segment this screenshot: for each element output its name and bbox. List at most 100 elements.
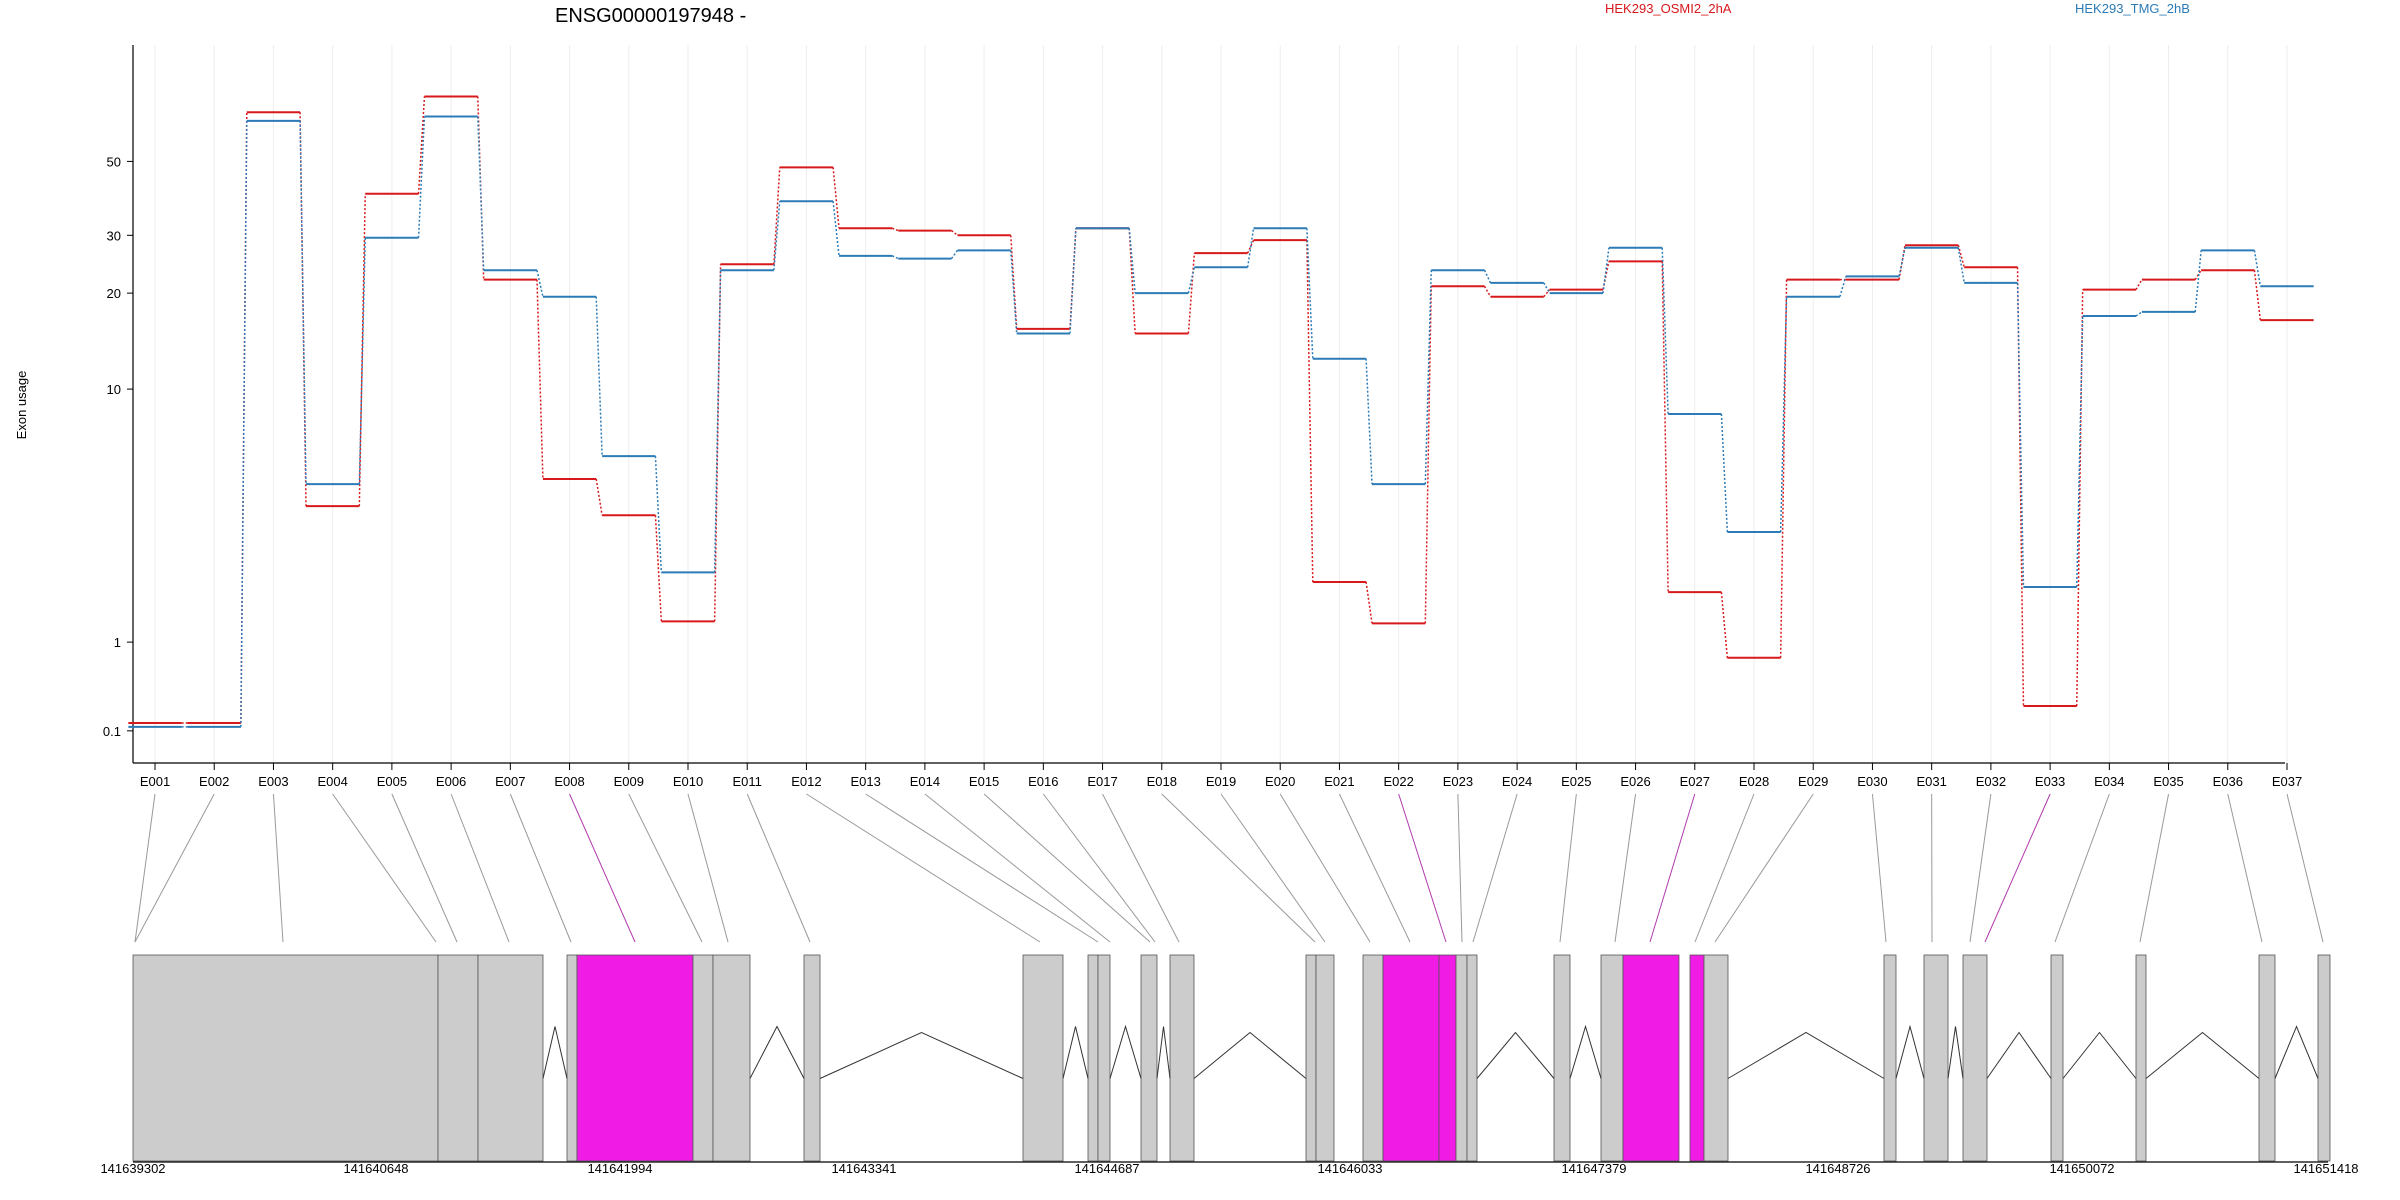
exon-connector: [1969, 793, 1992, 943]
exon-box: [1362, 954, 1384, 1162]
series-connector: [358, 237, 366, 485]
series-connector: [1069, 228, 1077, 334]
exon-box: [566, 954, 578, 1162]
x-tick-label: E009: [614, 774, 644, 789]
exon-connector: [569, 793, 636, 943]
x-tick-label: E027: [1680, 774, 1710, 789]
coordinate-label: 141651418: [2293, 1161, 2358, 1176]
series-connector: [654, 456, 663, 573]
series-connector: [891, 255, 899, 260]
x-tick-label: E005: [377, 774, 407, 789]
exon-connector: [687, 793, 729, 943]
exon-box: [1883, 954, 1897, 1162]
x-tick-label: E019: [1206, 774, 1236, 789]
series-connector: [1187, 253, 1196, 334]
series-connector: [1424, 270, 1432, 485]
x-tick-label: E004: [317, 774, 347, 789]
exon-connector: [865, 793, 1099, 943]
series-connector: [417, 116, 426, 238]
exon-connector: [2139, 793, 2170, 943]
x-tick-label: E020: [1265, 774, 1295, 789]
exon-box: [1455, 954, 1468, 1162]
x-tick-label: E021: [1324, 774, 1354, 789]
exon-connector: [746, 793, 811, 943]
exon-box: [1438, 954, 1457, 1162]
exon-box: [1140, 954, 1158, 1162]
intron-line: [819, 1031, 1024, 1079]
exon-box: [1169, 954, 1195, 1162]
exon-connector: [806, 793, 1041, 943]
series-connector: [1483, 269, 1492, 284]
gene-model: [132, 954, 2331, 1163]
exon-connector: [1457, 793, 1463, 943]
series-connector: [1779, 296, 1788, 533]
exon-connector: [134, 793, 156, 943]
genomic-coordinate-labels: 141639302 141640648 141641994 141643341 1416…: [100, 1161, 2358, 1176]
series-connector: [595, 296, 603, 457]
x-tick-label: E031: [1916, 774, 1946, 789]
intron-line: [1895, 1024, 1925, 1079]
series-connector: [1365, 581, 1373, 624]
x-tick-label: E014: [910, 774, 940, 789]
series-connector: [2016, 282, 2025, 587]
exon-connector-lines: [134, 793, 2324, 943]
intron-line: [1109, 1024, 1142, 1079]
series-connector: [832, 167, 840, 229]
y-tick-label: 50: [107, 154, 121, 169]
series-connector: [1839, 276, 1847, 297]
series-connector: [1128, 228, 1136, 294]
x-tick-label: E025: [1561, 774, 1591, 789]
x-tick-label: E008: [554, 774, 584, 789]
series-connector: [773, 167, 781, 265]
series-connector: [240, 120, 248, 727]
exon-connector: [1871, 793, 1887, 943]
exon-connector: [1398, 793, 1447, 943]
exon-box: [1466, 954, 1478, 1162]
series-lines: [128, 95, 2314, 728]
exon-box: [1600, 954, 1624, 1162]
exon-connector: [1984, 793, 2051, 943]
exon-box: [1923, 954, 1949, 1162]
intron-line: [1947, 1026, 1964, 1079]
x-tick-label: E036: [2213, 774, 2243, 789]
exon-connector: [391, 793, 458, 943]
exon-connector: [1714, 793, 1814, 943]
y-tick-label: 30: [107, 228, 121, 243]
x-tick-label: E016: [1028, 774, 1058, 789]
x-tick-label: E033: [2035, 774, 2065, 789]
series-connector: [1246, 228, 1255, 268]
exon-box: [1097, 954, 1111, 1162]
x-tick-label: E003: [258, 774, 288, 789]
exon-box: [437, 954, 479, 1162]
intron-line: [2145, 1031, 2260, 1079]
exon-connector: [1649, 793, 1696, 943]
exon-connector: [450, 793, 510, 943]
exon-connector: [1279, 793, 1371, 943]
exon-box: [132, 954, 439, 1162]
exon-connector: [1338, 793, 1411, 943]
intron-line: [1156, 1026, 1171, 1079]
series-connector: [536, 279, 544, 480]
series-connector: [1424, 286, 1432, 624]
exon-box: [1022, 954, 1064, 1162]
series-connector: [654, 515, 663, 622]
series-connector: [1306, 240, 1314, 582]
series-connector: [2253, 250, 2262, 287]
coordinate-label: 141641994: [587, 1161, 652, 1176]
coordinate-label: 141646033: [1317, 1161, 1382, 1176]
series-connector: [1306, 228, 1314, 359]
x-tick-label: E032: [1976, 774, 2006, 789]
intron-line: [2274, 1025, 2319, 1079]
exon-connector: [134, 793, 215, 943]
exon-connector: [983, 793, 1151, 943]
exon-connector: [1694, 793, 1755, 943]
series-connector: [1010, 250, 1018, 334]
series-connector: [1187, 267, 1196, 294]
coordinate-label: 141639302: [100, 1161, 165, 1176]
exon-box: [1689, 954, 1705, 1162]
coordinate-label: 141640648: [343, 1161, 408, 1176]
exon-box: [1315, 954, 1335, 1162]
series-connector: [1898, 247, 1906, 277]
exon-box: [1622, 954, 1680, 1162]
legend-entry-tmg: HEK293_TMG_2hB: [2075, 1, 2190, 16]
